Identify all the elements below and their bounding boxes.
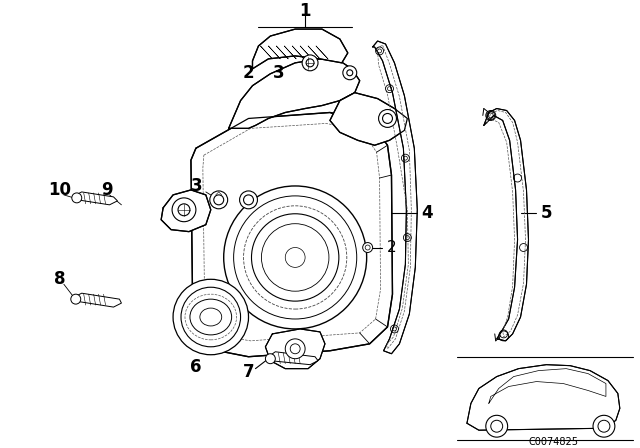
Text: 2: 2 [243,64,254,82]
Polygon shape [228,59,360,129]
Polygon shape [268,352,318,365]
Text: 1: 1 [300,2,311,20]
Circle shape [486,415,508,437]
Circle shape [210,191,228,209]
Circle shape [363,242,372,253]
Circle shape [302,55,318,71]
Circle shape [71,294,81,304]
Text: 9: 9 [100,181,113,199]
Text: 3: 3 [273,64,284,82]
Text: C0074825: C0074825 [528,437,579,447]
Polygon shape [330,93,408,145]
Text: 10: 10 [49,181,72,199]
Circle shape [239,191,257,209]
Polygon shape [191,112,392,357]
Text: 2: 2 [387,240,396,255]
Polygon shape [253,29,348,69]
Text: 5: 5 [541,204,552,222]
Text: 8: 8 [54,270,66,288]
Polygon shape [74,293,122,307]
Text: 7: 7 [243,362,254,381]
Text: 6: 6 [190,358,202,376]
Text: 4: 4 [421,204,433,222]
Circle shape [173,279,248,355]
Polygon shape [484,108,529,341]
Circle shape [379,109,396,127]
Circle shape [343,66,356,80]
Polygon shape [266,329,325,369]
Text: 3: 3 [191,177,203,195]
Circle shape [72,193,82,203]
Circle shape [172,198,196,222]
Polygon shape [467,365,620,430]
Circle shape [285,339,305,359]
Circle shape [593,415,615,437]
Circle shape [266,354,275,364]
Polygon shape [161,190,211,232]
Polygon shape [372,41,417,354]
Polygon shape [74,192,118,205]
Circle shape [224,186,367,329]
